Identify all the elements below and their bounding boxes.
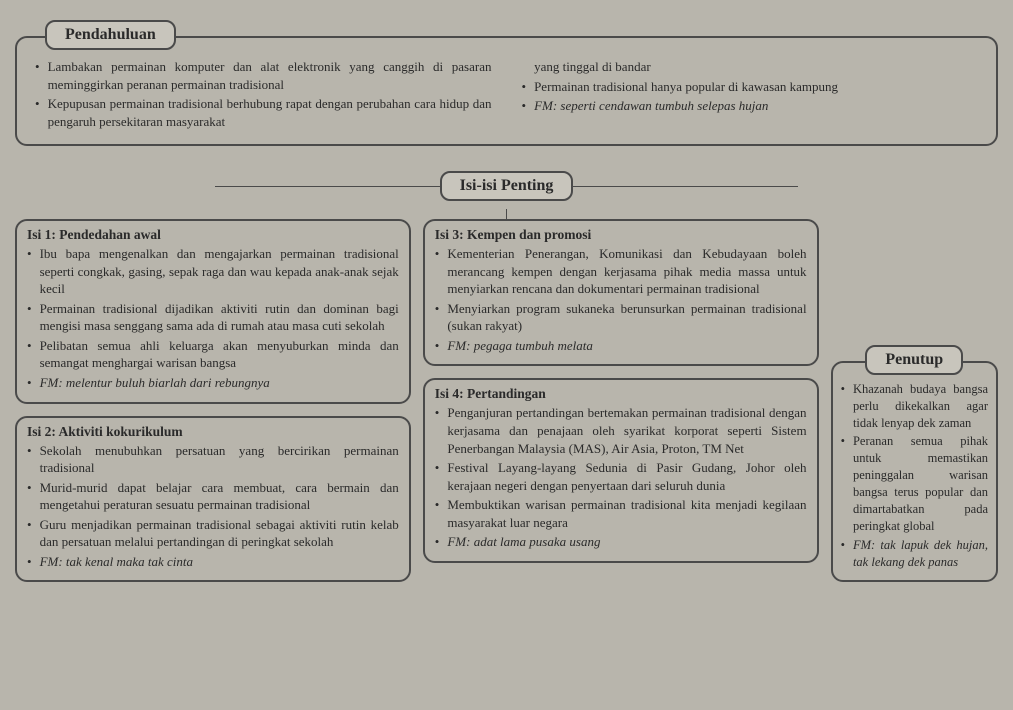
list-item: •FM: melentur buluh biarlah dari rebungn… [27, 374, 399, 392]
penutup-section: Penutup •Khazanah budaya bangsa perlu di… [831, 345, 998, 583]
list-item: •Sekolah menubuhkan persatuan yang berci… [27, 442, 399, 477]
list-item: •yang tinggal di bandar [522, 58, 979, 76]
pendahuluan-col-right: •yang tinggal di bandar •Permainan tradi… [522, 58, 979, 132]
list-item: •Membuktikan warisan permainan tradision… [435, 496, 807, 531]
list-item: •Festival Layang-layang Sedunia di Pasir… [435, 459, 807, 494]
list-item: •Pelibatan semua ahli keluarga akan meny… [27, 337, 399, 372]
list-item: •Kementerian Penerangan, Komunikasi dan … [435, 245, 807, 298]
list-item: •Kepupusan permainan tradisional berhubu… [35, 95, 492, 130]
list-item: •Peranan semua pihak untuk memastikan pe… [841, 433, 988, 534]
penutup-box: •Khazanah budaya bangsa perlu dikekalkan… [831, 361, 998, 583]
isi3-title: Isi 3: Kempen dan promosi [435, 227, 807, 243]
fm-text: FM: adat lama pusaka usang [447, 533, 600, 551]
list-item: •FM: pegaga tumbuh melata [435, 337, 807, 355]
isi3-box: Isi 3: Kempen dan promosi •Kementerian P… [423, 219, 819, 366]
isi4-box: Isi 4: Pertandingan •Penganjuran pertand… [423, 378, 819, 562]
text: Peranan semua pihak untuk memastikan pen… [853, 433, 988, 534]
list-item: •FM: seperti cendawan tumbuh selepas huj… [522, 97, 979, 115]
text: Pelibatan semua ahli keluarga akan menyu… [40, 337, 399, 372]
list-item: •FM: adat lama pusaka usang [435, 533, 807, 551]
isi1-title: Isi 1: Pendedahan awal [27, 227, 399, 243]
text: Lambakan permainan komputer dan alat ele… [48, 58, 492, 93]
list-item: •FM: tak lapuk dek hujan, tak lekang dek… [841, 537, 988, 571]
text: Kementerian Penerangan, Komunikasi dan K… [447, 245, 806, 298]
text: Permainan tradisional dijadikan aktiviti… [40, 300, 399, 335]
fm-text: FM: melentur buluh biarlah dari rebungny… [40, 374, 270, 392]
left-column: Isi 1: Pendedahan awal •Ibu bapa mengena… [15, 219, 411, 582]
connector-line [506, 209, 507, 219]
right-column: Penutup •Khazanah budaya bangsa perlu di… [831, 219, 998, 582]
list-item: •Lambakan permainan komputer dan alat el… [35, 58, 492, 93]
text: Kepupusan permainan tradisional berhubun… [48, 95, 492, 130]
list-item: •Permainan tradisional hanya popular di … [522, 78, 979, 96]
main-grid: Isi 1: Pendedahan awal •Ibu bapa mengena… [15, 219, 998, 582]
list-item: •Ibu bapa mengenalkan dan mengajarkan pe… [27, 245, 399, 298]
isi-header: Isi-isi Penting [15, 171, 998, 201]
list-item: •Khazanah budaya bangsa perlu dikekalkan… [841, 381, 988, 432]
text: Festival Layang-layang Sedunia di Pasir … [447, 459, 806, 494]
text: Membuktikan warisan permainan tradisiona… [447, 496, 806, 531]
text: Khazanah budaya bangsa perlu dikekalkan … [853, 381, 988, 432]
text: yang tinggal di bandar [534, 58, 651, 76]
list-item: •Menyiarkan program sukaneka berunsurkan… [435, 300, 807, 335]
list-item: •FM: tak kenal maka tak cinta [27, 553, 399, 571]
text: Sekolah menubuhkan persatuan yang bercir… [40, 442, 399, 477]
isi4-title: Isi 4: Pertandingan [435, 386, 807, 402]
fm-text: FM: tak lapuk dek hujan, tak lekang dek … [853, 537, 988, 571]
text: Penganjuran pertandingan bertemakan perm… [447, 404, 806, 457]
text: Guru menjadikan permainan tradisional se… [40, 516, 399, 551]
mid-column: Isi 3: Kempen dan promosi •Kementerian P… [423, 219, 819, 582]
isi1-box: Isi 1: Pendedahan awal •Ibu bapa mengena… [15, 219, 411, 403]
text: Ibu bapa mengenalkan dan mengajarkan per… [40, 245, 399, 298]
isi-penting-label: Isi-isi Penting [440, 171, 574, 201]
pendahuluan-col-left: •Lambakan permainan komputer dan alat el… [35, 58, 492, 132]
pendahuluan-section: Pendahuluan •Lambakan permainan komputer… [15, 20, 998, 146]
pendahuluan-label: Pendahuluan [45, 20, 176, 50]
isi2-box: Isi 2: Aktiviti kokurikulum •Sekolah men… [15, 416, 411, 583]
text: Murid-murid dapat belajar cara membuat, … [40, 479, 399, 514]
list-item: •Penganjuran pertandingan bertemakan per… [435, 404, 807, 457]
fm-text: FM: seperti cendawan tumbuh selepas huja… [534, 97, 768, 115]
pendahuluan-box: •Lambakan permainan komputer dan alat el… [15, 36, 998, 146]
fm-text: FM: tak kenal maka tak cinta [40, 553, 193, 571]
list-item: •Murid-murid dapat belajar cara membuat,… [27, 479, 399, 514]
text: Menyiarkan program sukaneka berunsurkan … [447, 300, 806, 335]
list-item: •Permainan tradisional dijadikan aktivit… [27, 300, 399, 335]
isi2-title: Isi 2: Aktiviti kokurikulum [27, 424, 399, 440]
fm-text: FM: pegaga tumbuh melata [447, 337, 593, 355]
list-item: •Guru menjadikan permainan tradisional s… [27, 516, 399, 551]
text: Permainan tradisional hanya popular di k… [534, 78, 838, 96]
penutup-label: Penutup [865, 345, 963, 375]
